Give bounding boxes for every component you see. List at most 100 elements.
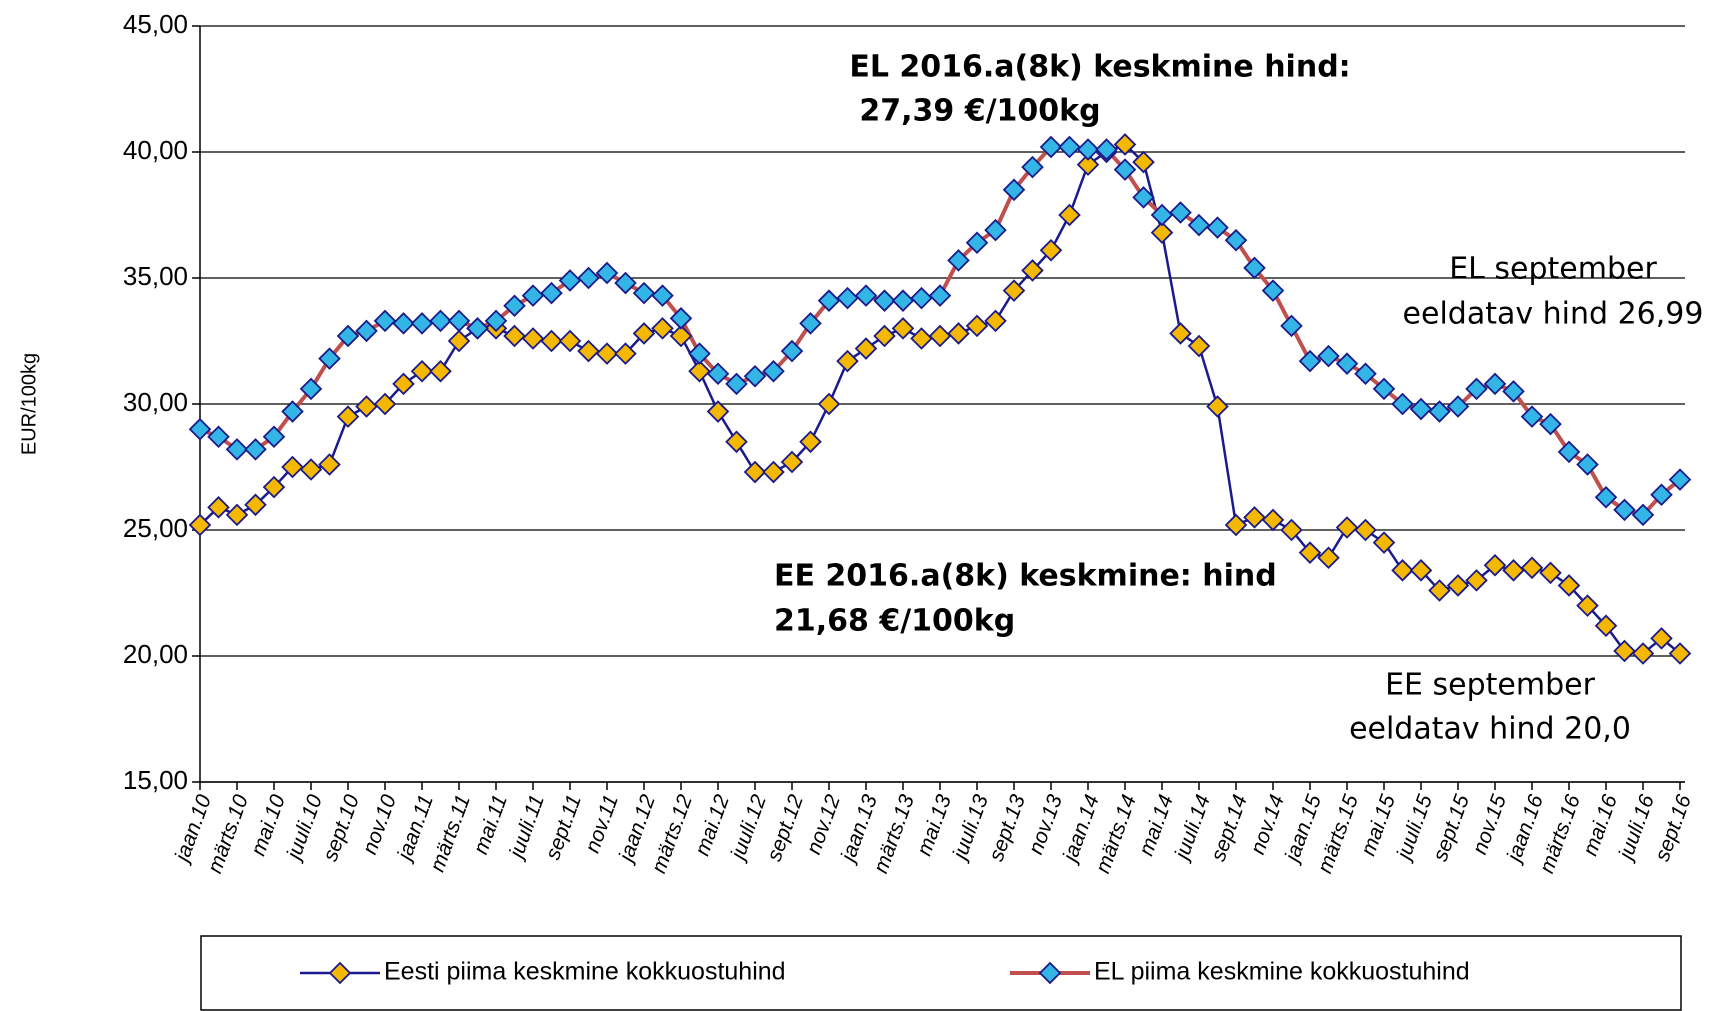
- data-marker: [410, 312, 434, 335]
- data-marker: [1372, 377, 1396, 401]
- data-marker: [836, 286, 859, 310]
- legend-label: Eesti piima keskmine kokkuostuhind: [384, 958, 786, 986]
- data-marker: [1335, 516, 1359, 539]
- data-marker: [1409, 397, 1433, 421]
- data-marker: [1428, 400, 1451, 423]
- data-marker: [1354, 518, 1377, 542]
- data-marker: [947, 322, 970, 345]
- data-marker: [336, 405, 360, 428]
- data-marker: [1076, 153, 1100, 176]
- data-marker: [503, 324, 526, 348]
- data-marker: [743, 460, 767, 484]
- data-marker: [947, 249, 970, 272]
- data-marker: [891, 317, 915, 340]
- data-marker: [725, 430, 748, 454]
- data-marker: [466, 317, 489, 340]
- data-marker: [743, 365, 767, 388]
- data-marker: [484, 309, 508, 333]
- data-marker: [910, 286, 933, 310]
- y-tick-label: 25,00: [123, 513, 188, 543]
- data-marker: [706, 362, 730, 386]
- data-marker: [910, 327, 933, 350]
- data-marker: [780, 339, 804, 363]
- data-marker: [1502, 559, 1525, 582]
- data-marker: [355, 395, 378, 418]
- data-marker: [1243, 506, 1266, 529]
- data-marker: [1483, 554, 1507, 577]
- data-marker: [1650, 627, 1673, 650]
- annotation: EL 2016.a(8k) keskmine hind:: [849, 50, 1350, 85]
- data-marker: [1206, 216, 1229, 239]
- data-marker: [1021, 259, 1044, 282]
- data-marker: [392, 372, 415, 396]
- data-marker: [318, 347, 341, 370]
- data-marker: [1317, 546, 1340, 569]
- data-marker: [1298, 349, 1322, 373]
- data-marker: [1650, 483, 1673, 506]
- data-marker: [281, 400, 304, 423]
- data-marker: [207, 425, 230, 449]
- y-tick-label: 40,00: [123, 135, 188, 165]
- annotation: EL september: [1449, 252, 1657, 287]
- data-marker: [1132, 150, 1155, 174]
- data-marker: [225, 503, 249, 527]
- data-marker: [540, 329, 563, 353]
- data-marker: [577, 339, 600, 363]
- data-marker: [891, 289, 915, 312]
- data-marker: [373, 309, 397, 333]
- data-marker: [595, 261, 619, 285]
- data-marker: [503, 294, 526, 317]
- annotation: 21,68 €/100kg: [774, 604, 1015, 639]
- data-marker: [1576, 594, 1599, 617]
- data-marker: [817, 392, 841, 416]
- data-marker: [688, 342, 711, 365]
- data-marker: [799, 430, 822, 454]
- data-marker: [244, 438, 267, 461]
- data-marker: [688, 359, 711, 383]
- data-marker: [854, 284, 878, 307]
- data-marker: [1391, 392, 1414, 416]
- annotation: eeldatav hind 26,99: [1403, 297, 1704, 332]
- data-marker: [1613, 498, 1636, 522]
- annotation: 27,39 €/100kg: [859, 94, 1100, 129]
- data-marker: [1446, 395, 1470, 418]
- annotation: EE 2016.a(8k) keskmine: hind: [774, 559, 1277, 594]
- data-marker: [725, 372, 748, 396]
- data-marker: [244, 493, 267, 517]
- data-marker: [336, 324, 360, 348]
- y-axis-label: EUR/100kg: [18, 353, 40, 455]
- data-marker: [1335, 352, 1359, 375]
- data-marker: [873, 324, 896, 348]
- data-marker: [1520, 556, 1544, 580]
- data-marker: [780, 450, 804, 474]
- annotation: eeldatav hind 20,0: [1349, 712, 1631, 747]
- data-marker: [1150, 203, 1174, 227]
- data-marker: [1613, 639, 1636, 663]
- data-marker: [1261, 508, 1285, 532]
- data-marker: [1465, 569, 1488, 592]
- data-marker: [614, 271, 637, 295]
- data-marker: [299, 377, 323, 401]
- data-marker: [1576, 453, 1599, 476]
- data-marker: [1058, 203, 1081, 227]
- data-marker: [762, 460, 785, 484]
- data-marker: [984, 309, 1007, 333]
- data-marker: [577, 266, 600, 290]
- legend-marker: [328, 961, 352, 985]
- y-tick-label: 30,00: [123, 387, 188, 417]
- data-marker: [1243, 256, 1266, 280]
- data-marker: [1631, 503, 1655, 527]
- data-marker: [558, 269, 582, 292]
- data-marker: [429, 359, 452, 383]
- data-marker: [669, 307, 693, 330]
- data-marker: [318, 453, 341, 476]
- data-marker: [1594, 614, 1618, 638]
- data-marker: [281, 455, 304, 479]
- data-marker: [1298, 541, 1322, 564]
- data-marker: [1150, 221, 1174, 244]
- data-marker: [1113, 133, 1137, 156]
- data-marker: [558, 329, 582, 353]
- data-marker: [429, 309, 452, 333]
- data-marker: [1354, 362, 1377, 386]
